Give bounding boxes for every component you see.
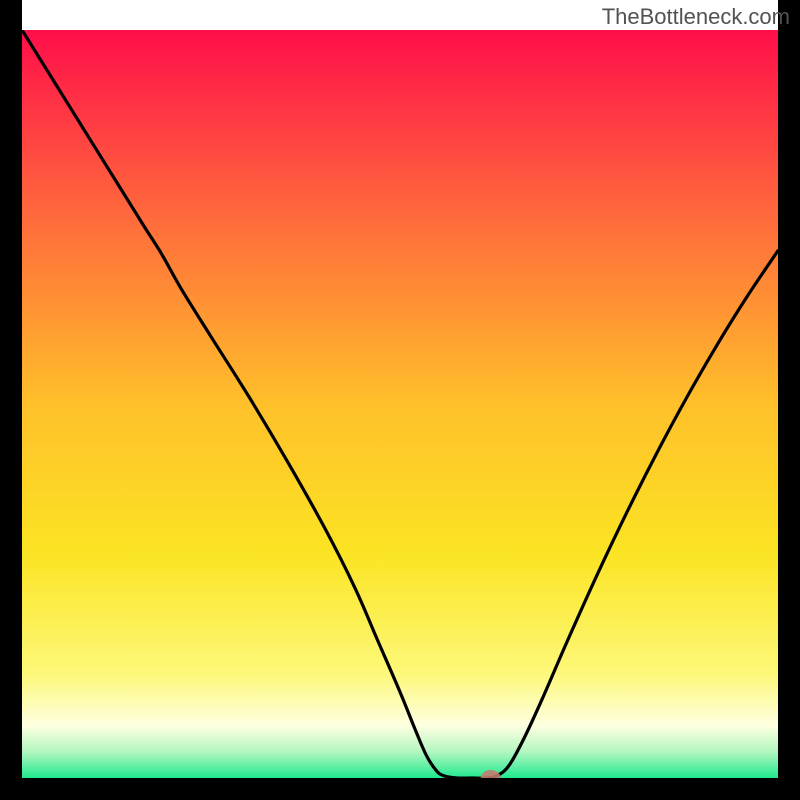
gradient-background [22,30,778,778]
bottleneck-chart: TheBottleneck.com [0,0,800,800]
frame-left [0,0,22,800]
watermark-text: TheBottleneck.com [602,4,790,30]
frame-right [778,0,800,800]
frame-bottom [0,778,800,800]
chart-svg [0,0,800,800]
